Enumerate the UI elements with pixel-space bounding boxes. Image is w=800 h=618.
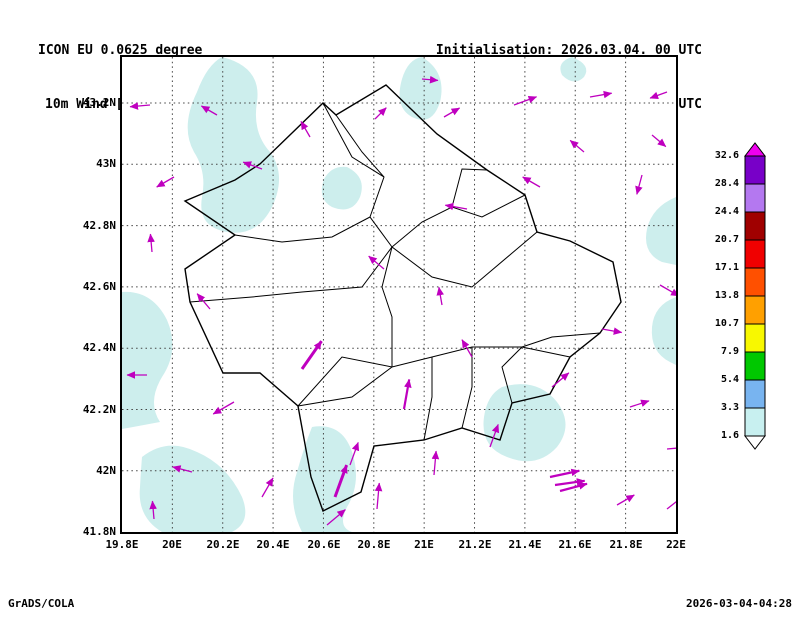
lat-axis-label: 42.2N (82, 403, 116, 416)
colorbar-label: 7.9 (720, 346, 739, 357)
footer-timestamp: 2026-03-04-04:28 (686, 597, 792, 610)
footer-credit: GrADS/COLA (8, 597, 75, 610)
lat-axis-label: 42.8N (82, 219, 116, 232)
colorbar-scale (743, 142, 767, 450)
colorbar-label: 17.1 (714, 262, 739, 273)
lat-axis-label: 42.4N (82, 341, 116, 354)
colorbar-label: 32.6 (714, 150, 739, 161)
lat-axis-label: 43N (96, 157, 116, 170)
lon-axis-label: 20.4E (256, 538, 290, 551)
lon-axis-label: 20.8E (357, 538, 391, 551)
colorbar-label: 10.7 (714, 318, 739, 329)
colorbar-label: 3.3 (720, 402, 739, 413)
lon-axis-label: 21.2E (458, 538, 492, 551)
lon-axis-label: 21.4E (508, 538, 542, 551)
lon-axis-label: 20E (162, 538, 182, 551)
colorbar-label: 5.4 (720, 374, 739, 385)
lat-axis-label: 42.6N (82, 280, 116, 293)
lon-axis-label: 21E (414, 538, 434, 551)
colorbar-label: 24.4 (714, 206, 739, 217)
lon-axis-label: 21.8E (609, 538, 643, 551)
lat-axis-label: 41.8N (82, 525, 116, 538)
model-title: ICON EU 0.0625 degree (38, 43, 203, 58)
colorbar-label: 13.8 (714, 290, 739, 301)
lon-axis-label: 20.6E (307, 538, 341, 551)
map-canvas (122, 57, 676, 532)
initialisation-label: Initialisation: 2026.03.04. 00 UTC (435, 43, 702, 58)
lat-axis-label: 42N (96, 464, 116, 477)
lon-axis-label: 21.6E (558, 538, 592, 551)
colorbar-label: 20.7 (714, 234, 739, 245)
colorbar-label: 1.6 (720, 430, 739, 441)
colorbar-label: 28.4 (714, 178, 739, 189)
lon-axis-label: 19.8E (105, 538, 139, 551)
map-frame (120, 55, 678, 534)
colorbar-legend: 32.6 28.4 24.4 20.7 17.1 13.8 10.7 7.9 5… (713, 142, 771, 456)
lon-axis-label: 22E (666, 538, 686, 551)
lon-axis-label: 20.2E (206, 538, 240, 551)
lat-axis-label: 43.2N (82, 96, 116, 109)
